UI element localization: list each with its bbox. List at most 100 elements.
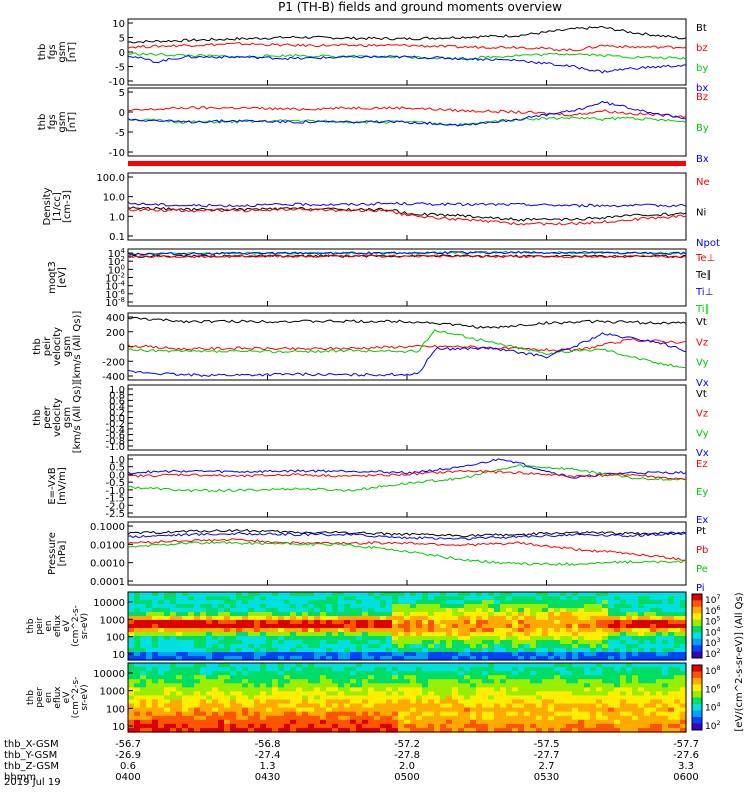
spectrogram-cell: [506, 711, 513, 717]
spectrogram-cell: [680, 640, 687, 645]
spectrogram-cell: [260, 596, 267, 601]
spectrogram-cell: [524, 624, 531, 629]
spectrogram-cell: [416, 628, 423, 633]
spectrogram-cell: [584, 596, 591, 601]
spectrogram-cell: [152, 667, 159, 672]
spectrogram-cell: [308, 608, 315, 613]
spectrogram-cell: [590, 648, 597, 653]
spectrogram-cell: [386, 719, 393, 725]
spectrogram-cell: [266, 703, 273, 709]
spectrogram-cell: [650, 596, 657, 601]
spectrogram-cell: [680, 723, 687, 729]
spectrogram-cell: [500, 644, 507, 649]
spectrogram-cell: [446, 608, 453, 613]
legend-entry: Ex: [696, 515, 708, 526]
spectrogram-cell: [596, 663, 603, 668]
spectrogram-cell: [134, 723, 141, 729]
spectrogram-cell: [398, 715, 405, 721]
spectrogram-cell: [620, 715, 627, 721]
spectrogram-cell: [392, 596, 399, 601]
spectrogram-cell: [626, 703, 633, 709]
spectrogram-cell: [380, 715, 387, 721]
spectrogram-cell: [224, 636, 231, 641]
spectrogram-cell: [350, 652, 357, 657]
spectrogram-cell: [566, 683, 573, 688]
spectrogram-cell: [368, 687, 375, 693]
spectrogram-cell: [146, 636, 153, 641]
spectrogram-cell: [638, 628, 645, 633]
spectrogram-cell: [170, 703, 177, 709]
spectrogram-cell: [596, 624, 603, 629]
spectrogram-cell: [200, 715, 207, 721]
spectrogram-cell: [506, 628, 513, 633]
spectrogram-cell: [536, 656, 543, 661]
series-line: [127, 316, 687, 329]
spectrogram-cell: [332, 644, 339, 649]
spectrogram-cell: [398, 707, 405, 713]
spectrogram-cell: [272, 648, 279, 653]
spectrogram-cell: [506, 620, 513, 625]
spectrogram-cell: [212, 616, 219, 621]
spectrogram-cell: [206, 675, 213, 680]
spectrogram-cell: [428, 715, 435, 721]
spectrogram-cell: [410, 675, 417, 680]
x-row-value: 2.7: [539, 761, 555, 772]
spectrogram-cell: [266, 711, 273, 717]
spectrogram-cell: [392, 648, 399, 653]
spectrogram-cell: [392, 632, 399, 637]
spectrogram-cell: [572, 592, 579, 597]
spectrogram-cell: [554, 652, 561, 657]
spectrogram-cell: [566, 699, 573, 705]
spectrogram-cell: [284, 592, 291, 597]
spectrogram-cell: [326, 652, 333, 657]
y-tick-label: 100: [108, 263, 125, 276]
spectrogram-cell: [218, 727, 225, 733]
y-tick-label: -2.0: [105, 501, 125, 512]
spectrogram-cell: [230, 723, 237, 729]
spectrogram-cell: [620, 656, 627, 661]
spectrogram-cell: [152, 608, 159, 613]
spectrogram-cell: [134, 707, 141, 713]
spectrogram-cell: [548, 596, 555, 601]
spectrogram-cell: [134, 671, 141, 676]
spectrogram-cell: [380, 656, 387, 661]
spectrogram-cell: [494, 636, 501, 641]
spectrogram-cell: [596, 616, 603, 621]
spectrogram-cell: [146, 715, 153, 721]
spectrogram-cell: [536, 628, 543, 633]
spectrogram-cell: [416, 636, 423, 641]
spectrogram-cell: [584, 723, 591, 729]
spectrogram-cell: [536, 691, 543, 697]
spectrogram-cell: [626, 636, 633, 641]
spectrogram-cell: [380, 592, 387, 597]
spectrogram-cell: [500, 715, 507, 721]
spectrogram-cell: [410, 671, 417, 676]
spectrogram-cell: [308, 723, 315, 729]
spectrogram-cell: [278, 695, 285, 701]
spectrogram-cell: [428, 592, 435, 597]
spectrogram-cell: [410, 628, 417, 633]
spectrogram-cell: [662, 624, 669, 629]
colorbar-unit: [eV/(cm^2-s-sr-eV)] (All Qs): [734, 592, 745, 731]
spectrogram-cell: [524, 719, 531, 725]
legend-entry: Vx: [696, 378, 709, 389]
spectrogram-cell: [374, 604, 381, 609]
spectrogram-cell: [176, 691, 183, 697]
spectrogram-cell: [272, 687, 279, 693]
spectrogram-cell: [158, 727, 165, 733]
spectrogram-cell: [386, 683, 393, 688]
spectrogram-cell: [668, 703, 675, 709]
spectrogram-cell: [380, 727, 387, 733]
y-axis-label-line: gsm: [62, 407, 73, 428]
spectrogram-cell: [278, 699, 285, 705]
spectrogram-cell: [506, 707, 513, 713]
spectrogram-cell: [302, 592, 309, 597]
spectrogram-cell: [332, 687, 339, 693]
spectrogram-cell: [458, 687, 465, 693]
data-quality-bar: [128, 161, 686, 166]
spectrogram-cell: [638, 616, 645, 621]
spectrogram-cell: [542, 695, 549, 701]
spectrogram-cell: [542, 703, 549, 709]
spectrogram-cell: [194, 656, 201, 661]
spectrogram-cell: [482, 663, 489, 668]
